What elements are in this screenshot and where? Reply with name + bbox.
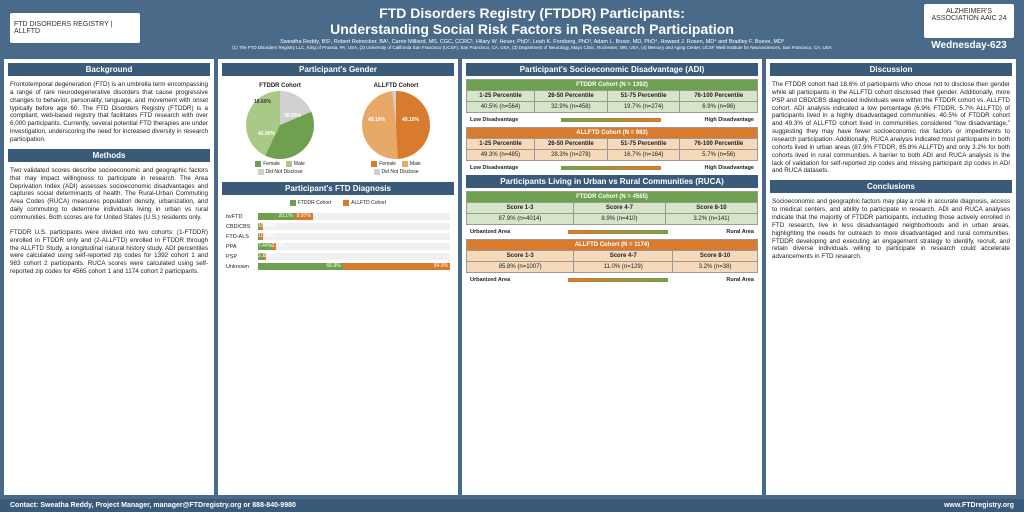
legend-ftddr: Female Male bbox=[246, 161, 314, 167]
methods-text2: FTDDR U.S. participants were divided int… bbox=[8, 227, 210, 278]
ruca-ftddr-head: FTDDR Cohort (N = 4565) bbox=[467, 192, 758, 203]
pie-ftddr-male: 42.90% bbox=[258, 131, 275, 137]
pie-ftddr: FTDDR Cohort 38.50% 42.90% 18.60% Female… bbox=[246, 83, 314, 175]
pie-allftd-title: ALLFTD Cohort bbox=[362, 83, 430, 89]
adi-ftddr-table: FTDDR Cohort (N = 1392) 1-25 Percentile2… bbox=[466, 79, 758, 113]
title-block: FTD Disorders Registry (FTDDR) Participa… bbox=[150, 5, 914, 50]
footer-right: www.FTDregistry.org bbox=[944, 502, 1014, 509]
background-head: Background bbox=[8, 63, 210, 76]
adi-arrow2: Low DisadvantageHigh Disadvantage bbox=[466, 164, 758, 172]
methods-head: Methods bbox=[8, 149, 210, 162]
adi-allftd-head: ALLFTD Cohort (N = 983) bbox=[467, 128, 758, 139]
ruca-arrow2: Urbanized AreaRural Area bbox=[466, 276, 758, 284]
column-1: Background Frontotemporal degeneration (… bbox=[4, 59, 214, 495]
footer-left: Contact: Sweatha Reddy, Project Manager,… bbox=[10, 502, 296, 509]
leg2-d: Did Not Disclose bbox=[382, 169, 419, 175]
ruca-allftd-table: ALLFTD Cohort (N = 1174) Score 1-3Score … bbox=[466, 239, 758, 273]
adi-head: Participant's Socioeconomic Disadvantage… bbox=[466, 63, 758, 76]
leg2-m: Male bbox=[410, 161, 421, 167]
title-line1: FTD Disorders Registry (FTDDR) Participa… bbox=[150, 5, 914, 21]
pie-allftd-male: 49.10% bbox=[368, 117, 385, 123]
conclusions-head: Conclusions bbox=[770, 180, 1012, 193]
ruca-arrow1: Urbanized AreaRural Area bbox=[466, 228, 758, 236]
dl1: FTDDR Cohort bbox=[298, 200, 331, 206]
discussion-text: The FTDDR cohort had 18.6% of participan… bbox=[770, 79, 1012, 177]
leg-d: Did Not Disclose bbox=[266, 169, 303, 175]
pie-allftd-female: 49.10% bbox=[402, 117, 419, 123]
leg2-f: Female bbox=[379, 161, 396, 167]
adi-ftddr-head: FTDDR Cohort (N = 1392) bbox=[467, 80, 758, 91]
adi-allftd-table: ALLFTD Cohort (N = 983) 1-25 Percentile2… bbox=[466, 127, 758, 161]
background-text: Frontotemporal degeneration (FTD) is an … bbox=[8, 79, 210, 146]
footer: Contact: Sweatha Reddy, Project Manager,… bbox=[0, 499, 1024, 512]
diag-legend: FTDDR Cohort ALLFTD Cohort bbox=[222, 200, 454, 206]
pie-ftddr-chart: 38.50% 42.90% 18.60% bbox=[246, 91, 314, 159]
pie-allftd: ALLFTD Cohort 49.10% 49.10% Female Male … bbox=[362, 83, 430, 175]
pie-allftd-chart: 49.10% 49.10% bbox=[362, 91, 430, 159]
conclusions-text: Socioeconomic and geographic factors may… bbox=[770, 196, 1012, 263]
leg-m: Male bbox=[294, 161, 305, 167]
adi-arrow1: Low DisadvantageHigh Disadvantage bbox=[466, 116, 758, 124]
session-id: Wednesday-623 bbox=[924, 40, 1014, 51]
ruca-ftddr-table: FTDDR Cohort (N = 4565) Score 1-3Score 4… bbox=[466, 191, 758, 225]
logo-right: ALZHEIMER'S ASSOCIATION AAIC 24 bbox=[924, 4, 1014, 38]
dl2: ALLFTD Cohort bbox=[351, 200, 386, 206]
logo-left: FTD DISORDERS REGISTRY | ALLFTD bbox=[10, 13, 140, 43]
ruca-head: Participants Living in Urban vs Rural Co… bbox=[466, 175, 758, 188]
affiliations: (1) The FTD Disorders Registry LLC, King… bbox=[150, 45, 914, 50]
methods-text1: Two validated scores describe socioecono… bbox=[8, 165, 210, 224]
header: FTD DISORDERS REGISTRY | ALLFTD FTD Diso… bbox=[0, 0, 1024, 55]
column-4: Discussion The FTDDR cohort had 18.6% of… bbox=[766, 59, 1016, 495]
gender-head: Participant's Gender bbox=[222, 63, 454, 76]
pie-ftddr-dnd: 18.60% bbox=[254, 99, 271, 105]
pie-ftddr-title: FTDDR Cohort bbox=[246, 83, 314, 89]
diagnosis-head: Participant's FTD Diagnosis bbox=[222, 182, 454, 195]
discussion-head: Discussion bbox=[770, 63, 1012, 76]
diagnosis-bars: bvFTD20.1%9.97%CBD/CBS1.44%0.43%FTD-ALS1… bbox=[222, 209, 454, 277]
poster: FTD DISORDERS REGISTRY | ALLFTD FTD Diso… bbox=[0, 0, 1024, 512]
legend-allftd: Female Male bbox=[362, 161, 430, 167]
pie-ftddr-female: 38.50% bbox=[284, 113, 301, 119]
column-2: Participant's Gender FTDDR Cohort 38.50%… bbox=[218, 59, 458, 495]
column-3: Participant's Socioeconomic Disadvantage… bbox=[462, 59, 762, 495]
body: Background Frontotemporal degeneration (… bbox=[0, 55, 1024, 499]
ruca-allftd-head: ALLFTD Cohort (N = 1174) bbox=[467, 240, 758, 251]
leg-f: Female bbox=[263, 161, 280, 167]
pie-row: FTDDR Cohort 38.50% 42.90% 18.60% Female… bbox=[222, 79, 454, 179]
title-line2: Understanding Social Risk Factors in Res… bbox=[150, 21, 914, 37]
